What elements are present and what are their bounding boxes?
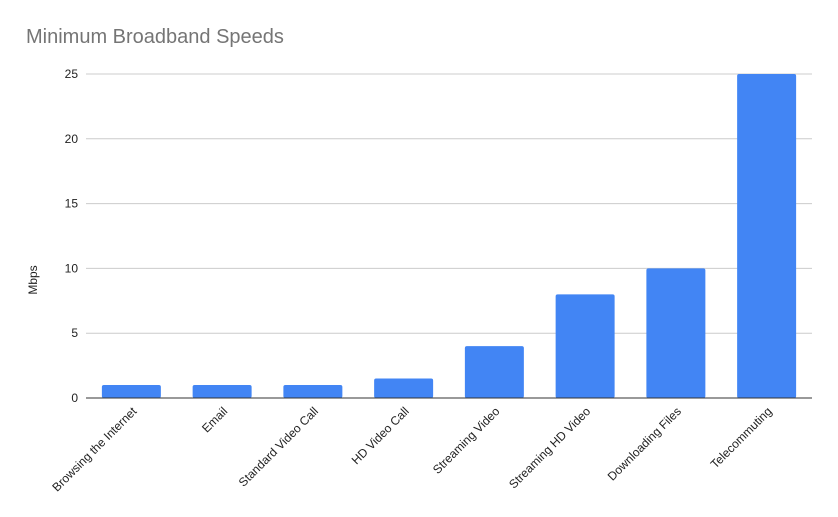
x-tick-label: Email: [199, 404, 230, 435]
x-tick-label: Browsing the Internet: [49, 404, 140, 495]
x-tick-label: Streaming HD Video: [506, 404, 593, 491]
bar: [283, 385, 343, 398]
y-axis-title: Mbps: [26, 265, 40, 294]
x-tick-label: Standard Video Call: [236, 404, 321, 489]
bar: [555, 294, 615, 398]
x-tick-label: Downloading Files: [605, 404, 684, 483]
y-tick-label: 20: [65, 132, 79, 146]
bar: [737, 74, 797, 398]
bars: [101, 74, 797, 398]
y-tick-label: 10: [65, 261, 79, 275]
y-tick-label: 25: [65, 67, 79, 81]
x-tick-label: HD Video Call: [349, 404, 412, 467]
bar: [101, 385, 161, 398]
bar: [464, 346, 524, 398]
y-tick-label: 15: [65, 197, 79, 211]
chart-title: Minimum Broadband Speeds: [26, 26, 284, 48]
bar: [646, 268, 706, 398]
x-tick-label: Telecommuting: [708, 404, 775, 471]
bar: [374, 378, 434, 398]
bar: [192, 385, 252, 398]
x-tick-label: Streaming Video: [430, 404, 503, 477]
y-tick-label: 5: [71, 326, 78, 340]
y-tick-label: 0: [71, 391, 78, 405]
